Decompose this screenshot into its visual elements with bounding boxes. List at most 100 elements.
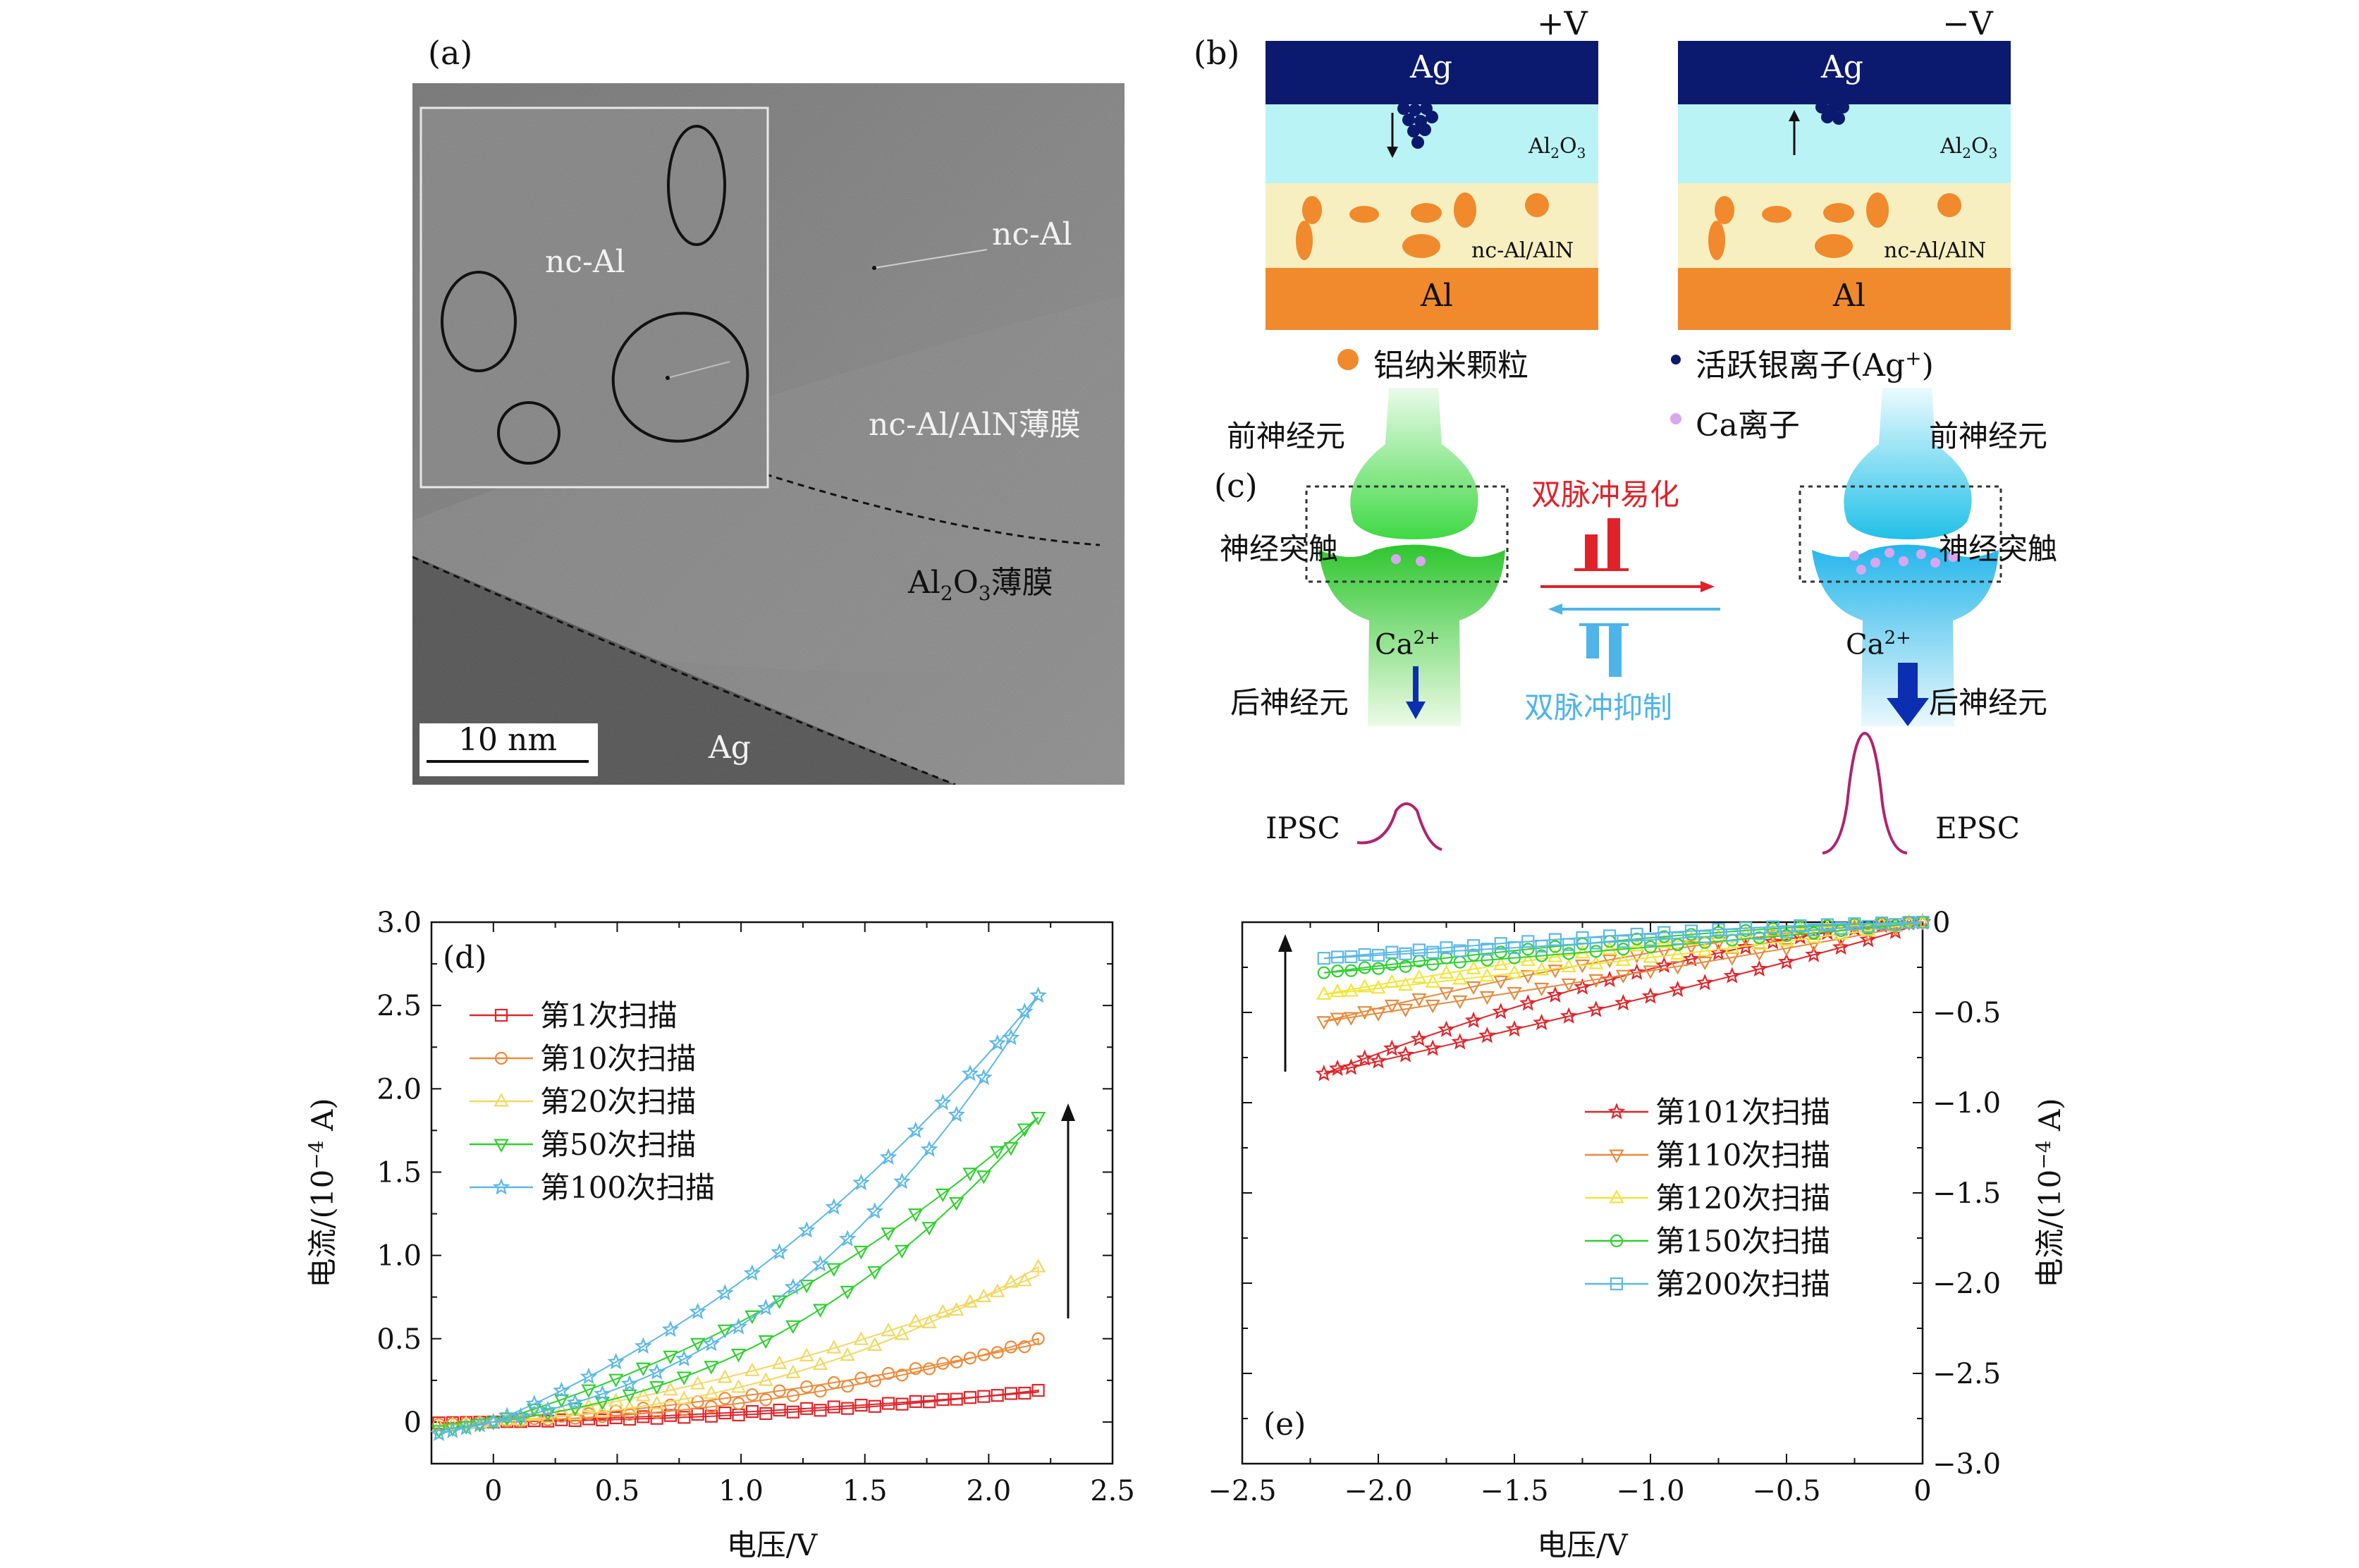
data-point xyxy=(1029,986,1047,1003)
data-point xyxy=(430,1424,448,1441)
data-point xyxy=(1889,918,1902,931)
legend-al-nanoparticle: 铝纳米颗粒 xyxy=(1373,348,1528,384)
data-point xyxy=(1739,921,1753,935)
data-point xyxy=(704,1385,719,1399)
data-point xyxy=(1589,936,1603,950)
data-point xyxy=(1698,930,1712,943)
data-point xyxy=(1562,938,1576,951)
bias-negative: −V xyxy=(1942,4,1993,42)
data-point xyxy=(881,1227,896,1242)
data-point xyxy=(1356,1049,1374,1066)
legend-label: 第101次扫描 xyxy=(1655,1095,1830,1129)
x-tick-label: −1.0 xyxy=(1616,1475,1684,1507)
data-point xyxy=(1507,941,1521,955)
data-point xyxy=(962,1168,978,1182)
data-point xyxy=(1452,995,1468,1010)
ag-ion-swatch xyxy=(1671,355,1681,365)
data-point xyxy=(1617,943,1630,956)
data-point xyxy=(881,1322,896,1337)
synapse-diagram xyxy=(1305,388,2002,855)
data-point xyxy=(935,1188,951,1203)
epsc-label: EPSC xyxy=(1935,811,2020,845)
data-point xyxy=(1399,960,1412,973)
data-point xyxy=(908,1313,924,1328)
data-point xyxy=(1357,979,1373,993)
left-al-label: Al xyxy=(1421,278,1453,314)
data-point xyxy=(799,1280,814,1294)
data-point xyxy=(512,1407,529,1424)
left-ncal-aln-label: nc-Al/AlN xyxy=(1471,238,1574,263)
x-tick-label: −1.5 xyxy=(1480,1475,1548,1507)
series-line-1 xyxy=(439,1389,1039,1424)
data-point xyxy=(1330,950,1344,964)
data-point xyxy=(1426,945,1440,959)
data-point xyxy=(689,1302,706,1320)
x-axis-label: 电压/V xyxy=(1537,1528,1628,1562)
ag-label: Ag xyxy=(709,730,751,766)
bias-positive: +V xyxy=(1537,4,1588,42)
data-point xyxy=(811,1255,829,1272)
data-point xyxy=(867,1337,883,1351)
right-ncal-aln-label: nc-Al/AlN xyxy=(1884,238,1987,263)
data-point xyxy=(1003,1141,1019,1156)
data-point xyxy=(1425,999,1440,1014)
data-point xyxy=(1315,1065,1333,1082)
data-point xyxy=(1614,993,1632,1011)
data-point xyxy=(1832,938,1850,955)
data-point xyxy=(977,1348,991,1361)
data-point xyxy=(1603,929,1617,943)
data-point xyxy=(1478,1027,1496,1043)
data-point xyxy=(1561,958,1576,973)
data-point xyxy=(1492,1003,1509,1019)
data-point xyxy=(1494,937,1507,950)
data-point xyxy=(950,1392,963,1406)
al2o3-film-label: Al2O3薄膜 xyxy=(908,565,1053,605)
data-point xyxy=(1479,991,1495,1005)
data-point xyxy=(1464,1011,1483,1028)
data-point xyxy=(1779,925,1794,938)
data-point xyxy=(649,1395,665,1409)
data-point xyxy=(921,1314,937,1328)
data-point xyxy=(881,1397,895,1410)
data-point xyxy=(1493,975,1509,990)
x-tick-label: −0.5 xyxy=(1752,1475,1820,1507)
synapse-right: 神经突触 xyxy=(1939,532,2058,566)
data-point xyxy=(471,1416,489,1433)
legend-label: 第10次扫描 xyxy=(540,1041,696,1076)
data-point xyxy=(1466,960,1481,974)
data-point xyxy=(717,1324,733,1339)
up-arrow-head xyxy=(1061,1103,1075,1121)
data-point xyxy=(1533,1013,1550,1031)
y-tick-label: 2.0 xyxy=(376,1073,422,1105)
data-point xyxy=(675,1349,693,1366)
data-point xyxy=(1615,969,1631,984)
data-point xyxy=(784,1278,802,1295)
ipsc-label: IPSC xyxy=(1266,811,1340,845)
data-point xyxy=(1358,948,1371,962)
data-point xyxy=(853,1245,869,1260)
data-point xyxy=(988,1034,1007,1051)
data-point xyxy=(1423,1039,1442,1056)
data-point xyxy=(745,1362,760,1376)
data-point xyxy=(1643,940,1658,954)
data-point xyxy=(840,1285,855,1300)
data-point xyxy=(1669,980,1686,998)
iv-chart-negative: −2.5 −2.0 −1.5 −1.0 −0.5 0 0 −0.5 −1.0 −1.5 −2.0 −2… xyxy=(1208,907,2067,1562)
data-point xyxy=(1834,921,1848,935)
data-point xyxy=(894,1326,910,1340)
legend-label: 第150次扫描 xyxy=(1655,1224,1830,1258)
data-point xyxy=(1453,944,1466,957)
data-point xyxy=(1030,1258,1046,1273)
data-point xyxy=(704,1400,718,1414)
series-line-4 xyxy=(439,1116,1039,1431)
data-point xyxy=(1383,1039,1401,1056)
data-point xyxy=(922,1362,936,1376)
data-point xyxy=(1507,951,1521,964)
data-point xyxy=(581,1384,596,1398)
data-point xyxy=(622,1389,637,1404)
data-point xyxy=(730,1318,747,1335)
data-point xyxy=(840,1347,855,1361)
synapse-left: 神经突触 xyxy=(1220,532,1339,566)
data-point xyxy=(718,1406,732,1420)
data-point xyxy=(1507,986,1522,1001)
